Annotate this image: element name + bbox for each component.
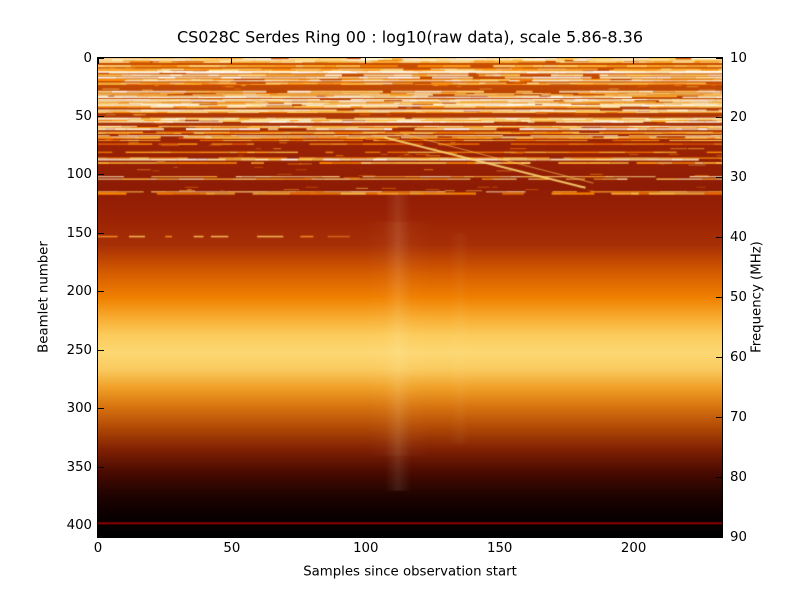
x-tick-label: 50	[223, 541, 241, 556]
y-left-tick-label: 400	[66, 518, 92, 534]
y-right-tick-mark	[716, 177, 722, 179]
y-left-tick-label: 50	[75, 108, 92, 124]
x-axis-label: Samples since observation start	[303, 564, 517, 580]
y-right-tick-label: 10	[730, 50, 747, 66]
y-left-tick-mark	[98, 174, 104, 176]
x-tick-label: 0	[93, 541, 103, 556]
x-tick-mark-bottom	[97, 531, 99, 537]
x-tick-label: 150	[487, 541, 513, 556]
y-right-tick-label: 40	[730, 230, 747, 246]
x-tick-mark-bottom	[365, 531, 367, 537]
y-left-tick-label: 250	[66, 342, 92, 358]
heatmap-canvas	[98, 58, 722, 537]
x-tick-mark-bottom	[633, 531, 635, 537]
y-left-tick-label: 100	[66, 167, 92, 183]
x-tick-mark-top	[97, 58, 99, 64]
y-left-tick-label: 0	[83, 50, 92, 66]
y-right-tick-mark	[716, 536, 722, 538]
y-right-tick-mark	[716, 356, 722, 358]
y-left-tick-mark	[98, 291, 104, 293]
x-tick-mark-top	[365, 58, 367, 64]
y-right-tick-mark	[716, 297, 722, 298]
y-right-tick-mark	[716, 416, 722, 418]
chart-title: CS028C Serdes Ring 00 : log10(raw data),…	[176, 27, 644, 47]
y-left-tick-label: 200	[66, 284, 92, 300]
y-right-tick-mark	[716, 57, 722, 59]
x-tick-mark-top	[499, 58, 501, 64]
x-tick-mark-top	[231, 58, 233, 64]
y-right-tick-label: 80	[730, 469, 747, 485]
y-left-tick-mark	[98, 349, 104, 351]
y-left-tick-mark	[98, 408, 104, 410]
y-right-tick-label: 30	[730, 170, 747, 186]
x-tick-mark-top	[633, 58, 635, 64]
x-tick-mark-bottom	[499, 531, 501, 537]
y-left-tick-mark	[98, 466, 104, 468]
y-left-tick-mark	[98, 232, 104, 234]
y-left-tick-label: 300	[66, 401, 92, 417]
heatmap-plot	[97, 57, 723, 538]
x-tick-label: 100	[353, 541, 379, 556]
y-left-tick-mark	[98, 525, 104, 527]
y-right-tick-label: 70	[730, 409, 747, 425]
y-right-tick-mark	[716, 237, 722, 239]
y-right-tick-mark	[716, 476, 722, 478]
y-right-tick-label: 50	[730, 290, 747, 305]
x-tick-label: 200	[620, 541, 647, 556]
x-tick-mark-bottom	[231, 531, 233, 537]
y-right-tick-label: 60	[730, 349, 747, 365]
y-right-tick-label: 90	[730, 529, 747, 545]
y-left-tick-label: 150	[66, 225, 92, 241]
y-right-tick-label: 20	[730, 110, 747, 126]
y-left-tick-label: 350	[66, 459, 92, 475]
y-left-tick-mark	[98, 57, 104, 59]
y-left-tick-mark	[98, 115, 104, 117]
y-right-tick-mark	[716, 117, 722, 119]
